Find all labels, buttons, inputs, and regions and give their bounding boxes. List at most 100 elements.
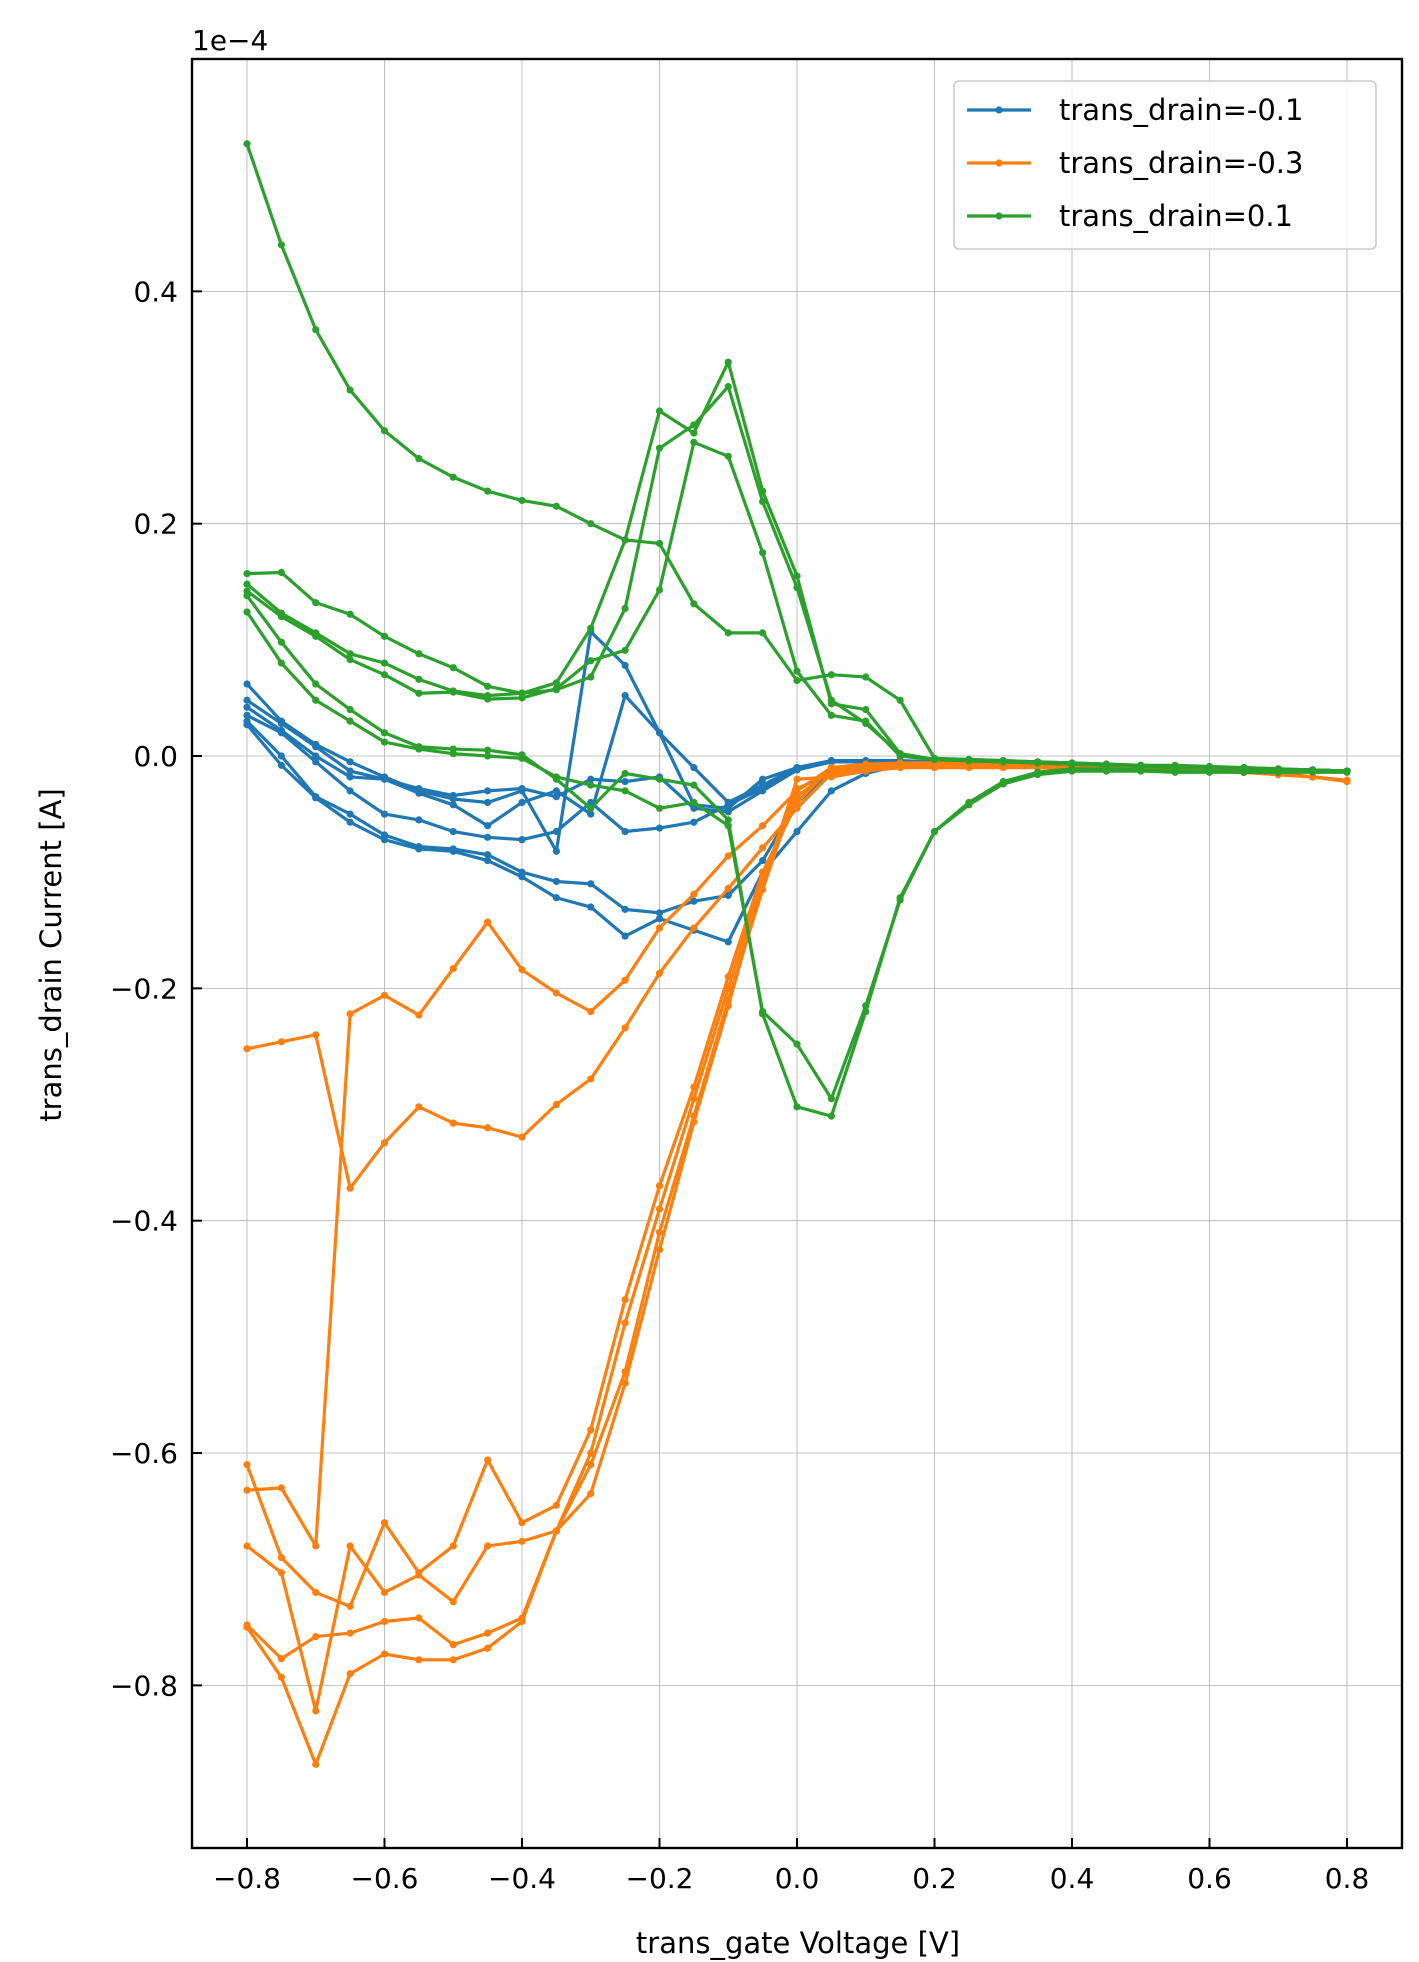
data-point [312,1031,320,1039]
data-point [243,570,251,578]
data-point [380,427,389,435]
data-point [552,1100,560,1109]
data-point [759,629,767,637]
x-axis-ticks: −0.8 −0.6 −0.4 −0.2 0.0 0.2 0.4 0.6 0.8 [213,1838,1369,1895]
data-point [277,568,285,577]
data-point [380,775,389,783]
data-point [793,766,801,774]
data-point [449,827,457,836]
data-point [690,798,698,807]
data-point [621,827,629,836]
data-point [827,711,835,719]
data-point [484,487,492,495]
data-point [449,791,457,800]
data-point [724,891,732,900]
data-point [346,386,354,394]
data-point [896,696,904,704]
data-point [999,764,1007,772]
data-point [346,650,354,658]
data-point [621,661,629,670]
data-point [827,773,835,781]
data-point [243,1045,251,1053]
data-point [759,880,767,888]
data-point [380,671,389,679]
data-point [484,1629,492,1637]
data-point [346,773,354,781]
data-point [655,824,664,832]
data-point [621,1379,629,1387]
data-point [518,784,526,793]
data-point [621,646,629,654]
data-point [827,1112,835,1120]
data-point [724,358,732,366]
data-point [724,382,732,391]
data-point [346,717,354,725]
data-point [587,1461,595,1469]
data-point [587,880,595,888]
data-point [724,852,732,860]
data-point [243,711,251,719]
data-point [655,804,664,812]
data-point [724,629,732,637]
data-point [655,775,664,783]
data-point [793,775,801,783]
data-point [621,905,629,913]
data-point [965,801,973,809]
data-point [346,810,354,818]
data-point [518,1617,526,1626]
data-point [655,444,664,452]
data-point [415,1011,423,1019]
data-point [518,798,526,807]
data-point [484,682,492,690]
data-point [518,1519,526,1527]
data-point [415,1571,423,1579]
data-point [277,752,285,760]
data-point [587,1075,595,1083]
data-point [552,773,560,781]
data-point [277,1484,285,1492]
data-point [277,1569,285,1577]
data-point [518,694,526,702]
y-tick-label: 0.4 [133,275,178,308]
data-point [552,793,560,801]
data-point [930,764,939,772]
y-tick-label: −0.8 [110,1669,178,1702]
data-point [380,1519,389,1527]
data-point [346,655,354,664]
data-point [518,754,526,762]
data-point [793,1040,801,1048]
data-point [243,592,251,600]
data-point [415,650,423,658]
grid-lines [192,59,1402,1848]
x-tick-label: 0.0 [775,1862,820,1895]
data-point [587,1007,595,1016]
data-point [346,1542,354,1550]
data-point [793,676,801,685]
data-point [346,1184,354,1192]
y-tick-label: −0.2 [110,972,178,1005]
data-point [759,1007,767,1016]
data-point [380,991,389,999]
data-point [1343,776,1351,785]
data-point [587,1490,595,1498]
data-point [793,827,801,836]
data-point [380,836,389,844]
data-point [827,671,835,679]
data-point [243,680,251,688]
data-point [621,787,629,795]
data-point [587,1426,595,1434]
data-point [312,743,320,751]
data-point [277,729,285,737]
data-point [552,989,560,997]
data-point [484,1542,492,1550]
data-point [552,787,560,795]
data-point [1274,768,1282,776]
data-point [621,932,629,940]
data-point [896,896,904,904]
data-point [312,1542,320,1550]
data-point [277,719,285,728]
data-point [759,844,767,852]
x-tick-label: 0.2 [912,1862,957,1895]
data-point [484,752,492,760]
